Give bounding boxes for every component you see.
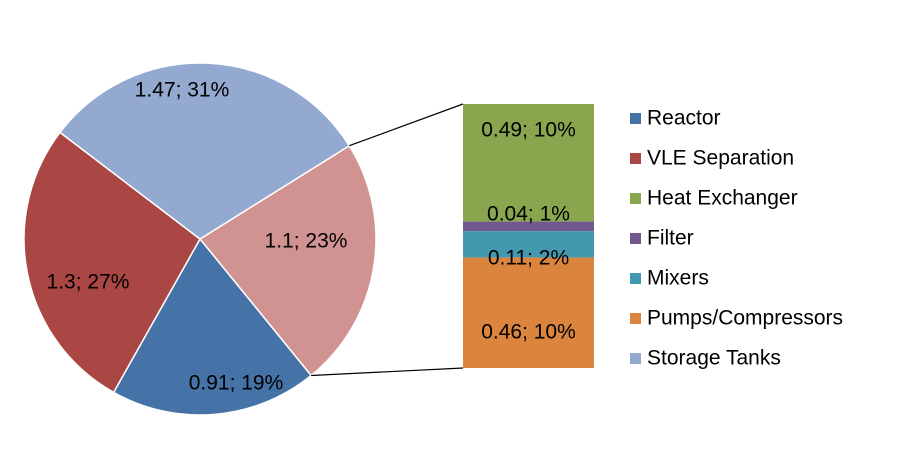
bar-label-pumps: 0.46; 10%	[481, 321, 576, 344]
stacked-bar-group: 0.49; 10% 0.04; 1% 0.11; 2% 0.46; 10%	[463, 104, 594, 368]
legend-label-vle: VLE Separation	[647, 147, 794, 170]
bar-label-filter: 0.04; 1%	[487, 203, 570, 226]
bar-label-mixers: 0.11; 2%	[488, 247, 569, 270]
bar-segment-mixers	[463, 231, 594, 258]
legend: Reactor VLE Separation Heat Exchanger Filte…	[630, 107, 843, 370]
bar-label-heat: 0.49; 10%	[481, 119, 576, 142]
legend-item-filter: Filter	[630, 227, 694, 250]
legend-label-filter: Filter	[647, 227, 694, 250]
bar-segment-pumps	[463, 257, 594, 368]
legend-swatch-heat	[630, 193, 641, 204]
legend-swatch-filter	[630, 233, 641, 244]
legend-item-mixers: Mixers	[630, 267, 709, 290]
legend-swatch-mixers	[630, 273, 641, 284]
legend-item-storage: Storage Tanks	[630, 347, 781, 370]
pie-slice-vle	[23, 131, 201, 394]
pie-label-reactor: 0.91; 19%	[189, 372, 284, 395]
pie-slice-other	[198, 144, 377, 377]
bar-segment-filter	[463, 221, 594, 232]
pie-group: 1.1; 23% 0.91; 19% 1.3; 27% 1.47; 31%	[23, 62, 377, 416]
connector-line-top	[349, 103, 464, 147]
legend-swatch-pumps	[630, 313, 641, 324]
legend-label-pumps: Pumps/Compressors	[647, 307, 843, 330]
legend-item-heat: Heat Exchanger	[630, 187, 798, 210]
pie-label-other: 1.1; 23%	[265, 230, 348, 253]
legend-label-mixers: Mixers	[647, 267, 709, 290]
legend-label-storage: Storage Tanks	[647, 347, 781, 370]
connector-lines	[311, 103, 464, 377]
connector-line-bottom	[311, 367, 464, 377]
legend-item-vle: VLE Separation	[630, 147, 794, 170]
bar-segment-heat	[463, 104, 594, 222]
pie-slice-storage	[58, 62, 351, 240]
pie-label-vle: 1.3; 27%	[47, 271, 130, 294]
legend-swatch-storage	[630, 353, 641, 364]
legend-swatch-vle	[630, 153, 641, 164]
legend-swatch-reactor	[630, 113, 641, 124]
pie-label-storage: 1.47; 31%	[135, 79, 230, 102]
legend-item-pumps: Pumps/Compressors	[630, 307, 843, 330]
pie-slice-reactor	[112, 237, 313, 416]
legend-label-reactor: Reactor	[647, 107, 721, 130]
legend-label-heat: Heat Exchanger	[647, 187, 798, 210]
legend-item-reactor: Reactor	[630, 107, 721, 130]
